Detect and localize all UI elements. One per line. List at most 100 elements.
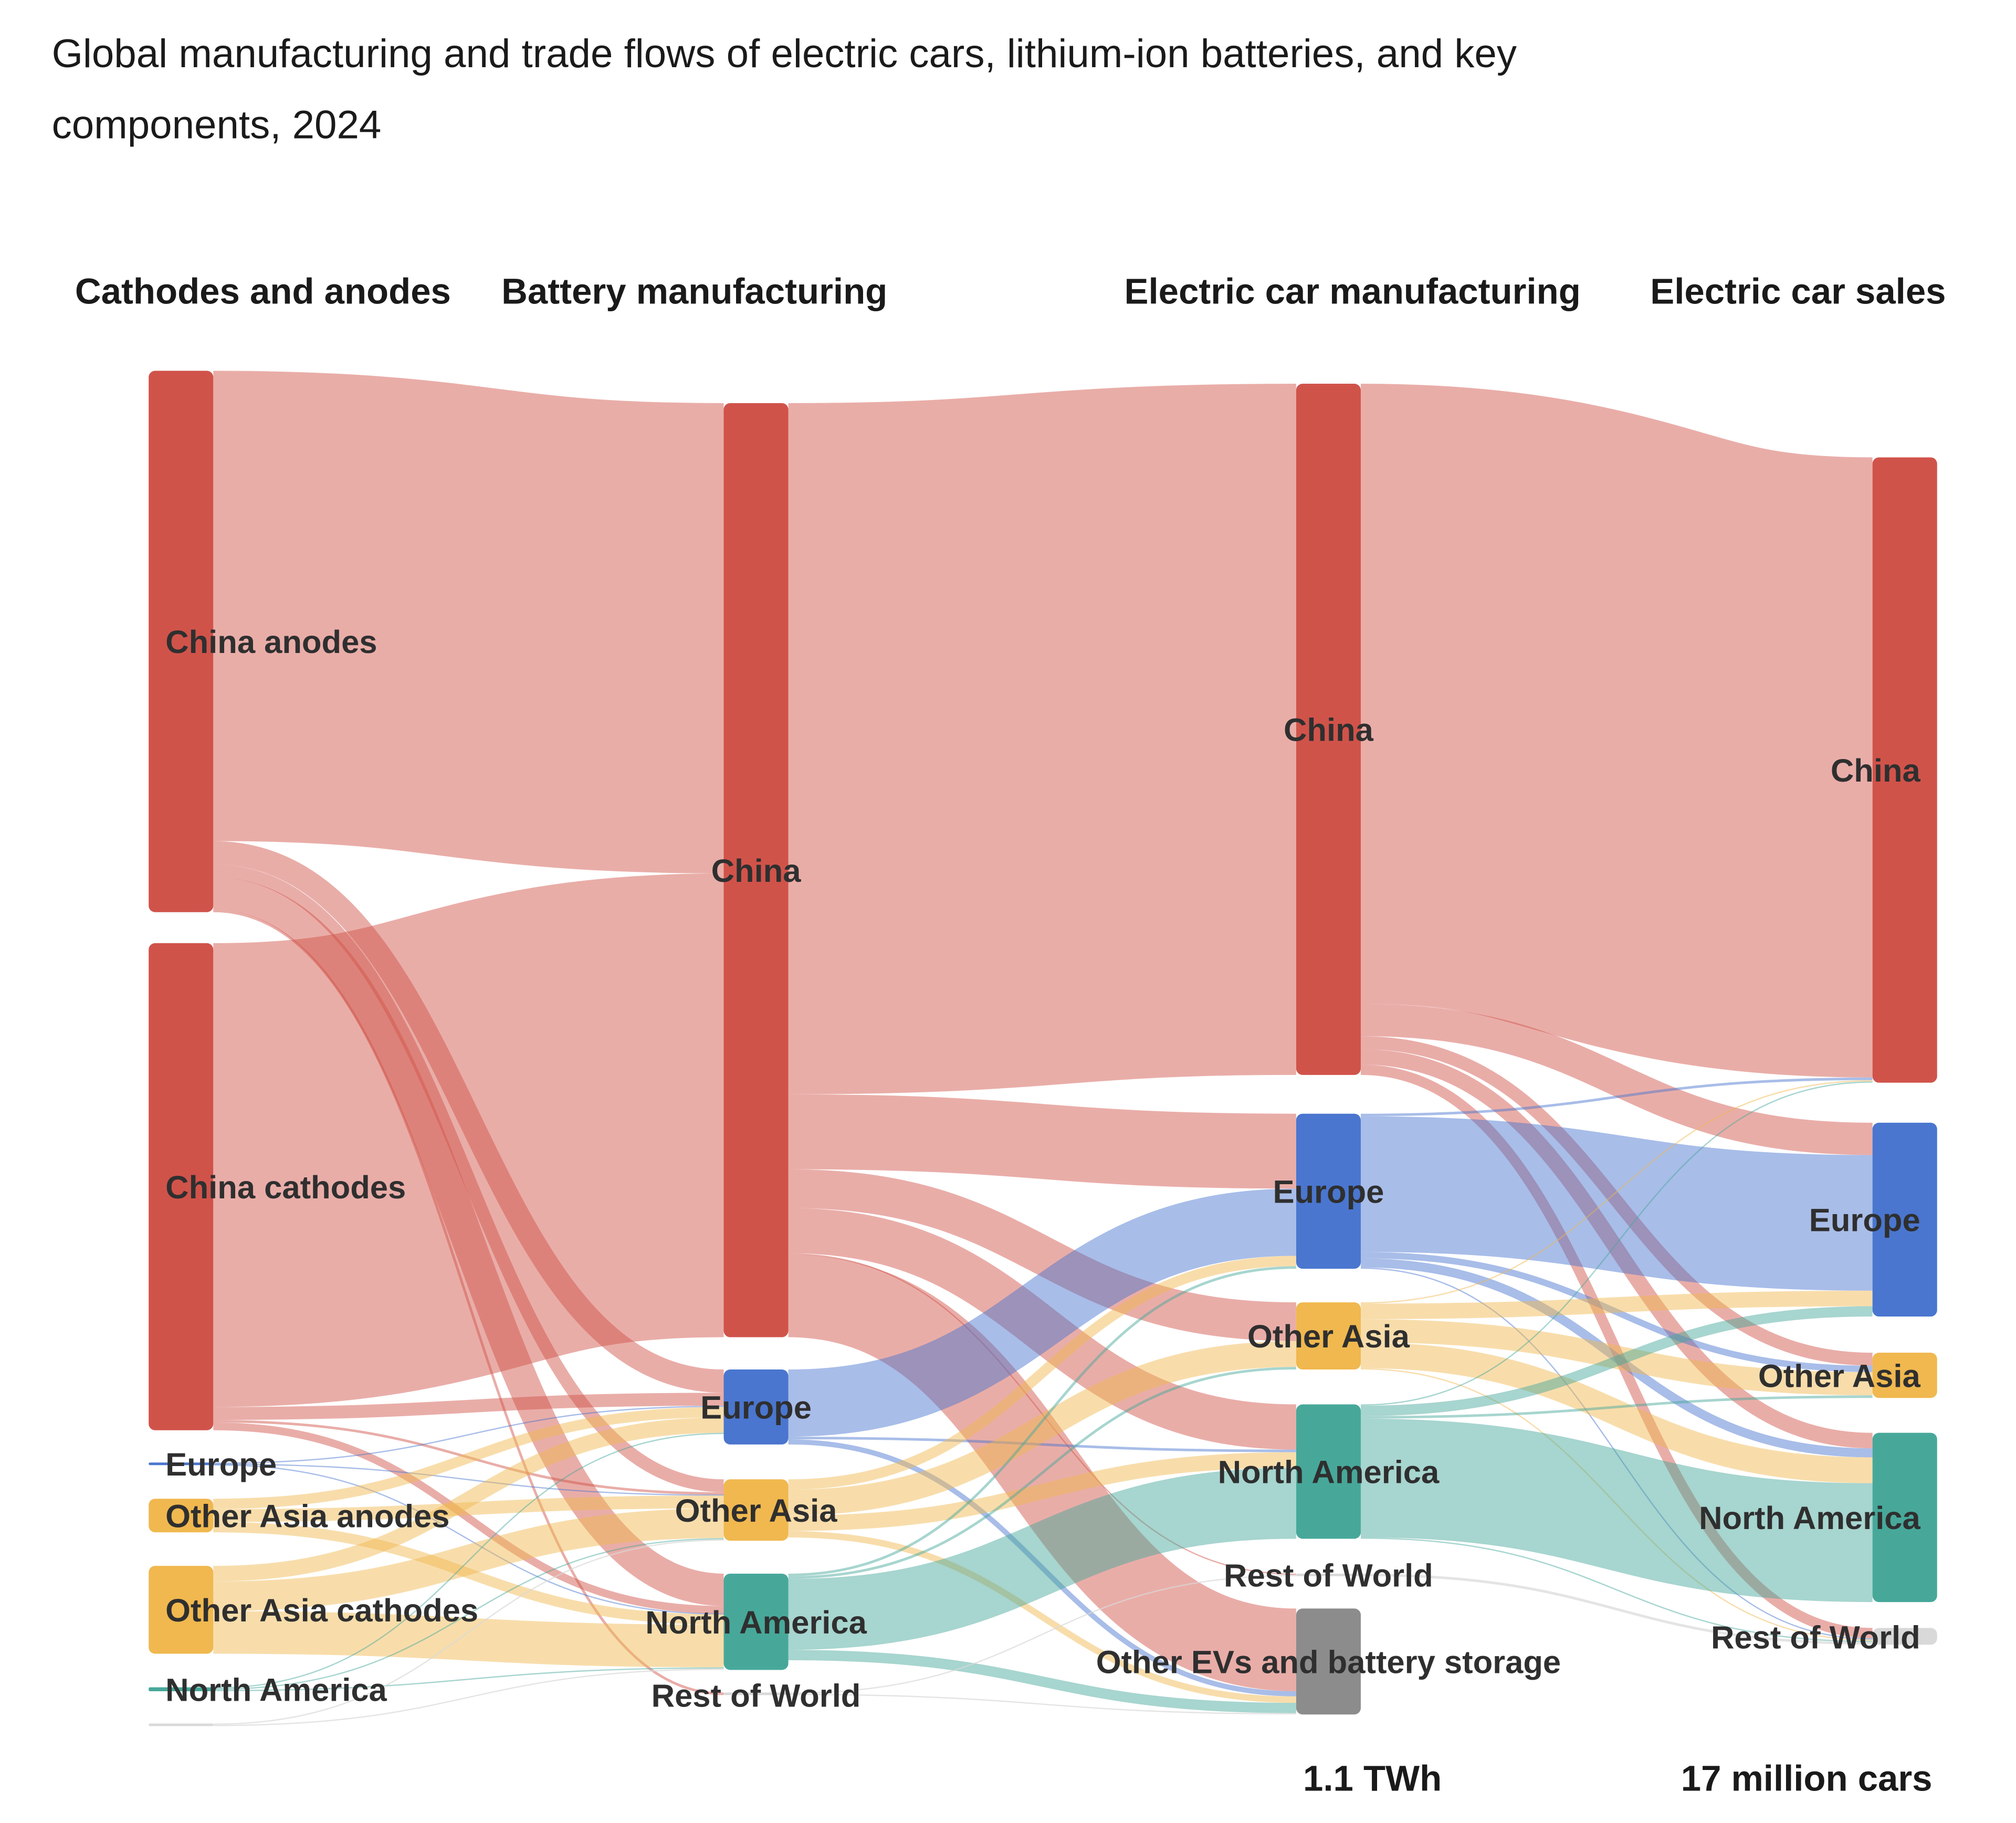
flow-link <box>788 1575 1296 1694</box>
node-label: North America <box>1699 1500 1920 1536</box>
flow-link <box>788 1253 1296 1575</box>
flow-link <box>1360 1065 1873 1639</box>
node-label: China anodes <box>165 624 377 660</box>
flow-link <box>788 1208 1296 1450</box>
node-a_oa_ca <box>149 1566 214 1654</box>
node-label: China cathodes <box>165 1169 406 1206</box>
node-label: Rest of World <box>652 1678 861 1714</box>
flow-link <box>213 877 724 1606</box>
node-label: China <box>1284 712 1374 749</box>
node-label: China <box>711 853 802 889</box>
flow-link <box>1360 1306 1873 1416</box>
node-label: Europe <box>1273 1174 1384 1210</box>
flow-link <box>213 1420 724 1495</box>
column-header-car-sales: Electric car sales <box>1650 271 1946 311</box>
node-d_oa <box>1872 1353 1937 1398</box>
flow-link <box>1360 1319 1873 1396</box>
node-b_cn <box>723 403 789 1337</box>
flow-link <box>213 1539 724 1725</box>
node-b_eu <box>723 1369 789 1445</box>
flow-link <box>788 1531 1296 1703</box>
flow-link <box>1360 1395 1873 1419</box>
flow-link <box>1360 1342 1873 1483</box>
node-a_eu <box>149 1462 214 1466</box>
flow-link <box>213 1407 724 1509</box>
node-d_row <box>1872 1628 1937 1645</box>
flow-link <box>788 1169 1296 1341</box>
node-a_row <box>149 1723 214 1726</box>
total-cars-label: 17 million cars <box>1681 1758 1933 1798</box>
flow-link <box>788 1188 1296 1437</box>
flow-link <box>1360 1004 1873 1155</box>
sankey-nodes <box>149 371 1937 1726</box>
node-label: Rest of World <box>1224 1558 1433 1594</box>
flow-link <box>213 1538 724 1690</box>
node-label: Rest of World <box>1711 1620 1920 1656</box>
node-label: Europe <box>165 1447 277 1483</box>
flow-link <box>788 1256 1296 1490</box>
flow-link <box>788 1341 1296 1516</box>
flow-link <box>1360 1081 1873 1406</box>
node-a_oa_an <box>149 1499 214 1533</box>
flow-link <box>1360 1252 1873 1372</box>
flow-link <box>213 1417 724 1582</box>
node-c_cn <box>1296 384 1361 1075</box>
flow-link <box>213 1495 724 1522</box>
flow-link <box>788 1650 1296 1713</box>
flow-link <box>213 841 724 1393</box>
flow-link <box>212 873 725 1407</box>
flow-link <box>213 1463 724 1496</box>
node-label: Other EVs and battery storage <box>1096 1644 1561 1680</box>
flow-link <box>788 1367 1296 1579</box>
node-c_oa <box>1296 1302 1361 1370</box>
node-a_cn_ca <box>149 943 214 1430</box>
node-label: North America <box>1218 1455 1440 1491</box>
flow-link <box>788 384 1297 1094</box>
node-b_oa <box>723 1479 789 1541</box>
flow-link <box>213 864 724 1492</box>
flow-link <box>213 371 724 873</box>
column-header-car-manufacturing: Electric car manufacturing <box>1125 271 1581 311</box>
node-d_na <box>1872 1432 1937 1603</box>
column-header-battery-manufacturing: Battery manufacturing <box>501 271 887 311</box>
flow-link <box>213 1667 724 1691</box>
node-label: Other Asia <box>675 1493 838 1529</box>
flow-link <box>788 1439 1296 1696</box>
flow-link <box>213 1464 724 1615</box>
node-b_row <box>723 1692 789 1695</box>
flow-link <box>788 1452 1296 1531</box>
flow-link <box>213 1422 724 1614</box>
flow-link <box>788 1266 1296 1576</box>
flow-link <box>1360 1116 1873 1291</box>
flow-link <box>1360 1036 1873 1366</box>
sankey-labels: China anodes China cathodes Europe Other As… <box>165 624 1920 1714</box>
chart-title-line-2: components, 2024 <box>52 102 382 147</box>
flow-link <box>788 1254 1297 1691</box>
node-label: Other Asia cathodes <box>165 1593 478 1629</box>
flow-link <box>1360 1077 1873 1116</box>
flow-link <box>1360 1573 1873 1645</box>
chart-title-line-1: Global manufacturing and trade flows of … <box>52 31 1517 76</box>
flow-link <box>213 1611 724 1668</box>
total-battery-label: 1.1 TWh <box>1303 1758 1442 1798</box>
node-c_eu <box>1296 1113 1361 1269</box>
node-label: Other Asia anodes <box>165 1498 449 1534</box>
flow-link <box>1360 1537 1873 1642</box>
flow-link <box>1360 1368 1873 1641</box>
node-c_oev <box>1296 1608 1361 1715</box>
node-a_na <box>149 1687 214 1691</box>
node-label: China <box>1831 753 1921 789</box>
flow-link <box>213 1508 724 1611</box>
flow-link <box>213 1668 724 1726</box>
node-label: North America <box>165 1672 387 1708</box>
node-c_na <box>1296 1404 1361 1539</box>
flow-link <box>1360 1418 1873 1603</box>
flow-link <box>788 1437 1296 1452</box>
flow-link <box>213 1522 724 1625</box>
node-label: North America <box>645 1605 867 1641</box>
flow-link <box>1360 1267 1873 1640</box>
node-label: Europe <box>700 1390 812 1426</box>
sankey-links <box>212 371 1875 1726</box>
flow-link <box>1360 1258 1873 1458</box>
